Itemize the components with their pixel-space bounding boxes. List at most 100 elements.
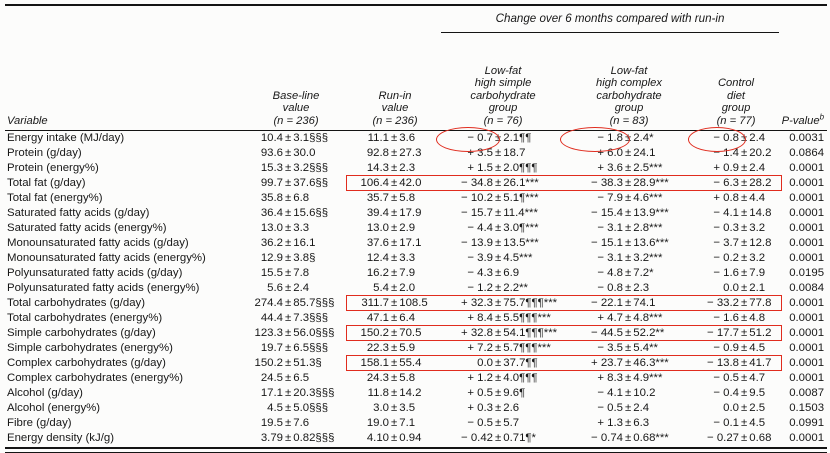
table-cell-variable: Total fat (g/day) [7,177,86,189]
table-cell-complex: − 4.1 ±10.2 [597,387,656,399]
table-cell-control: − 0.5 ±4.7 [713,372,766,384]
table-cell-p: 0.0001 [789,192,825,204]
table-cell-control: − 1.6 ±4.8 [713,312,766,324]
table-cell-p: 0.0195 [789,267,825,279]
table-cell-baseline: 4.5 ±5.0§§§ [267,402,329,414]
table-cell-simple: + 0.3 ±2.6 [467,402,520,414]
table-cell-complex: − 15.4 ±13.9*** [591,207,669,219]
table-cell-simple: − 4.4 ±3.0¶*** [467,222,539,234]
table-cell-runin: 150.2 ±70.5 [360,327,422,339]
table-cell-variable: Protein (g/day) [7,147,82,159]
table-cell-baseline: 12.9 ±3.8§ [260,252,316,264]
table-cell-complex: + 6.0 ±24.1 [597,147,656,159]
table-cell-p: 0.0031 [789,132,825,144]
table-cell-p: 0.0001 [789,297,825,309]
table-cell-p: 0.0001 [789,327,825,339]
table-cell-baseline: 99.7 ±37.6§§ [260,177,329,189]
column-header-simple: Low-fat high simple carbohydrate group (n = … [441,32,565,131]
table-cell-p: 0.0001 [789,357,825,369]
table-cell-variable: Energy density (kJ/g) [7,432,114,444]
table-cell-p: 0.0087 [789,387,825,399]
table-cell-runin: 13.0 ±2.9 [366,222,416,234]
table-cell-simple: − 13.9 ±13.5*** [461,237,539,249]
table-cell-simple: + 1.5 ±2.0¶¶¶ [467,162,538,174]
table-cell-simple: + 3.5 ±18.7 [467,147,526,159]
table-cell-p: 0.0001 [789,342,825,354]
table-cell-simple: 0.0 ±37.7¶¶ [477,357,538,369]
table-cell-control: − 33.2 ±77.8 [707,297,772,309]
table-cell-p: 0.0084 [789,282,825,294]
column-header-p: P-valueb [779,32,828,131]
table-cell-simple: − 0.7 ±2.1¶¶ [467,132,532,144]
table-cell-variable: Saturated fatty acids (energy%) [7,222,167,234]
table-cell-control: − 0.9 ±4.5 [713,342,766,354]
table-cell-baseline: 5.6 ±2.4 [267,282,310,294]
table-cell-control: + 0.8 ±4.4 [713,192,766,204]
table-cell-complex: − 3.1 ±2.8*** [597,222,663,234]
column-header-baseline: Base-line value (n = 236) [243,32,349,131]
table-cell-control: − 13.8 ±41.7 [707,357,772,369]
table-cell-variable: Polyunsaturated fatty acids (g/day) [7,267,183,279]
table-cell-control: − 0.3 ±3.2 [713,222,766,234]
table-cell-runin: 39.4 ±17.9 [366,207,422,219]
table-header: Change over 6 months compared with run-i… [5,5,828,131]
table-row: Fibre (g/day) 19.5 ±7.6 19.0 ±7.1 − 0.5 ±5.7 + … [5,416,827,431]
table-cell-runin: 35.7 ±5.8 [366,192,416,204]
data-table-container: Change over 6 months compared with run-i… [5,4,828,453]
table-cell-complex: − 38.3 ±28.9*** [591,177,669,189]
table-cell-variable: Fibre (g/day) [7,417,72,429]
table-cell-variable: Protein (energy%) [7,162,99,174]
table-row: Total fat (g/day) 99.7 ±37.6§§ 106.4 ±42.0 − … [5,176,827,191]
table-cell-control: − 1.4 ±20.2 [713,147,772,159]
table-row: Alcohol (energy%) 4.5 ±5.0§§§ 3.0 ±3.5 + 0.3 ±… [5,401,827,416]
table-cell-complex: − 15.1 ±13.6*** [591,237,669,249]
table-cell-p: 0.0001 [789,237,825,249]
table-cell-control: − 0.1 ±4.5 [713,417,766,429]
table-cell-simple: − 1.2 ±2.2** [467,282,528,294]
table-cell-complex: − 0.74 ±0.68*** [591,432,669,444]
table-cell-p: 0.0991 [789,417,825,429]
table-cell-complex: + 3.6 ±2.5*** [597,162,663,174]
table-cell-control: − 1.6 ±7.9 [713,267,766,279]
table-cell-complex: − 0.8 ±2.3 [597,282,650,294]
table-cell-complex: − 3.1 ±3.2*** [597,252,663,264]
table-cell-p: 0.0001 [789,312,825,324]
table-row: Monounsaturated fatty acids (energy%) 12.… [5,251,827,266]
spanner-row: Change over 6 months compared with run-i… [5,5,827,33]
table-cell-runin: 14.3 ±2.3 [366,162,416,174]
table-cell-simple: − 15.7 ±11.4*** [461,207,538,219]
table-cell-runin: 92.8 ±27.3 [366,147,422,159]
table-cell-complex: + 23.7 ±46.3*** [591,357,669,369]
table-cell-runin: 11.1 ±3.6 [367,132,416,144]
table-cell-runin: 19.0 ±7.1 [366,417,416,429]
table-cell-complex: + 4.7 ±4.8*** [597,312,663,324]
table-row: Total fat (energy%) 35.8 ±6.8 35.7 ±5.8 − 10.… [5,191,827,206]
table-cell-variable: Simple carbohydrates (g/day) [7,327,156,339]
table-cell-baseline: 36.4 ±15.6§§ [260,207,329,219]
table-cell-control: − 0.4 ±9.5 [713,387,766,399]
table-cell-p: 0.1503 [789,402,825,414]
table-cell-simple: − 4.3 ±6.9 [467,267,520,279]
table-row: Polyunsaturated fatty acids (energy%) 5.6… [5,281,827,296]
table-row: Alcohol (g/day) 17.1 ±20.3§§§ 11.8 ±14.2 + 0.… [5,386,827,401]
table-cell-simple: − 34.8 ±26.1*** [461,177,539,189]
table-row: Monounsaturated fatty acids (g/day) 36.2 ±… [5,236,827,251]
table-cell-control: − 17.7 ±51.2 [707,327,772,339]
table-cell-control: − 4.1 ±14.8 [713,207,772,219]
table-row: Complex carbohydrates (g/day) 150.2 ±51.3§… [5,356,827,371]
column-header-complex: Low-fat high complex carbohydrate group (n =… [565,32,693,131]
table-cell-complex: − 4.8 ±7.2* [597,267,654,279]
table-cell-baseline: 93.6 ±30.0 [260,147,316,159]
table-cell-runin: 5.4 ±2.0 [373,282,416,294]
table-cell-p: 0.0001 [789,207,825,219]
table-cell-p: 0.0001 [789,222,825,234]
table-cell-runin: 311.7 ±108.5 [361,297,428,309]
table-cell-control: − 0.8 ±2.4 [713,132,766,144]
table-cell-variable: Complex carbohydrates (g/day) [7,357,166,369]
table-cell-baseline: 44.4 ±7.3§§§ [260,312,329,324]
table-row: Saturated fatty acids (energy%) 13.0 ±3.3 1… [5,221,827,236]
dietary-intake-table: Change over 6 months compared with run-i… [5,4,828,446]
table-cell-baseline: 17.1 ±20.3§§§ [260,387,335,399]
table-cell-runin: 16.2 ±7.9 [366,267,416,279]
table-cell-baseline: 36.2 ±16.1 [260,237,316,249]
